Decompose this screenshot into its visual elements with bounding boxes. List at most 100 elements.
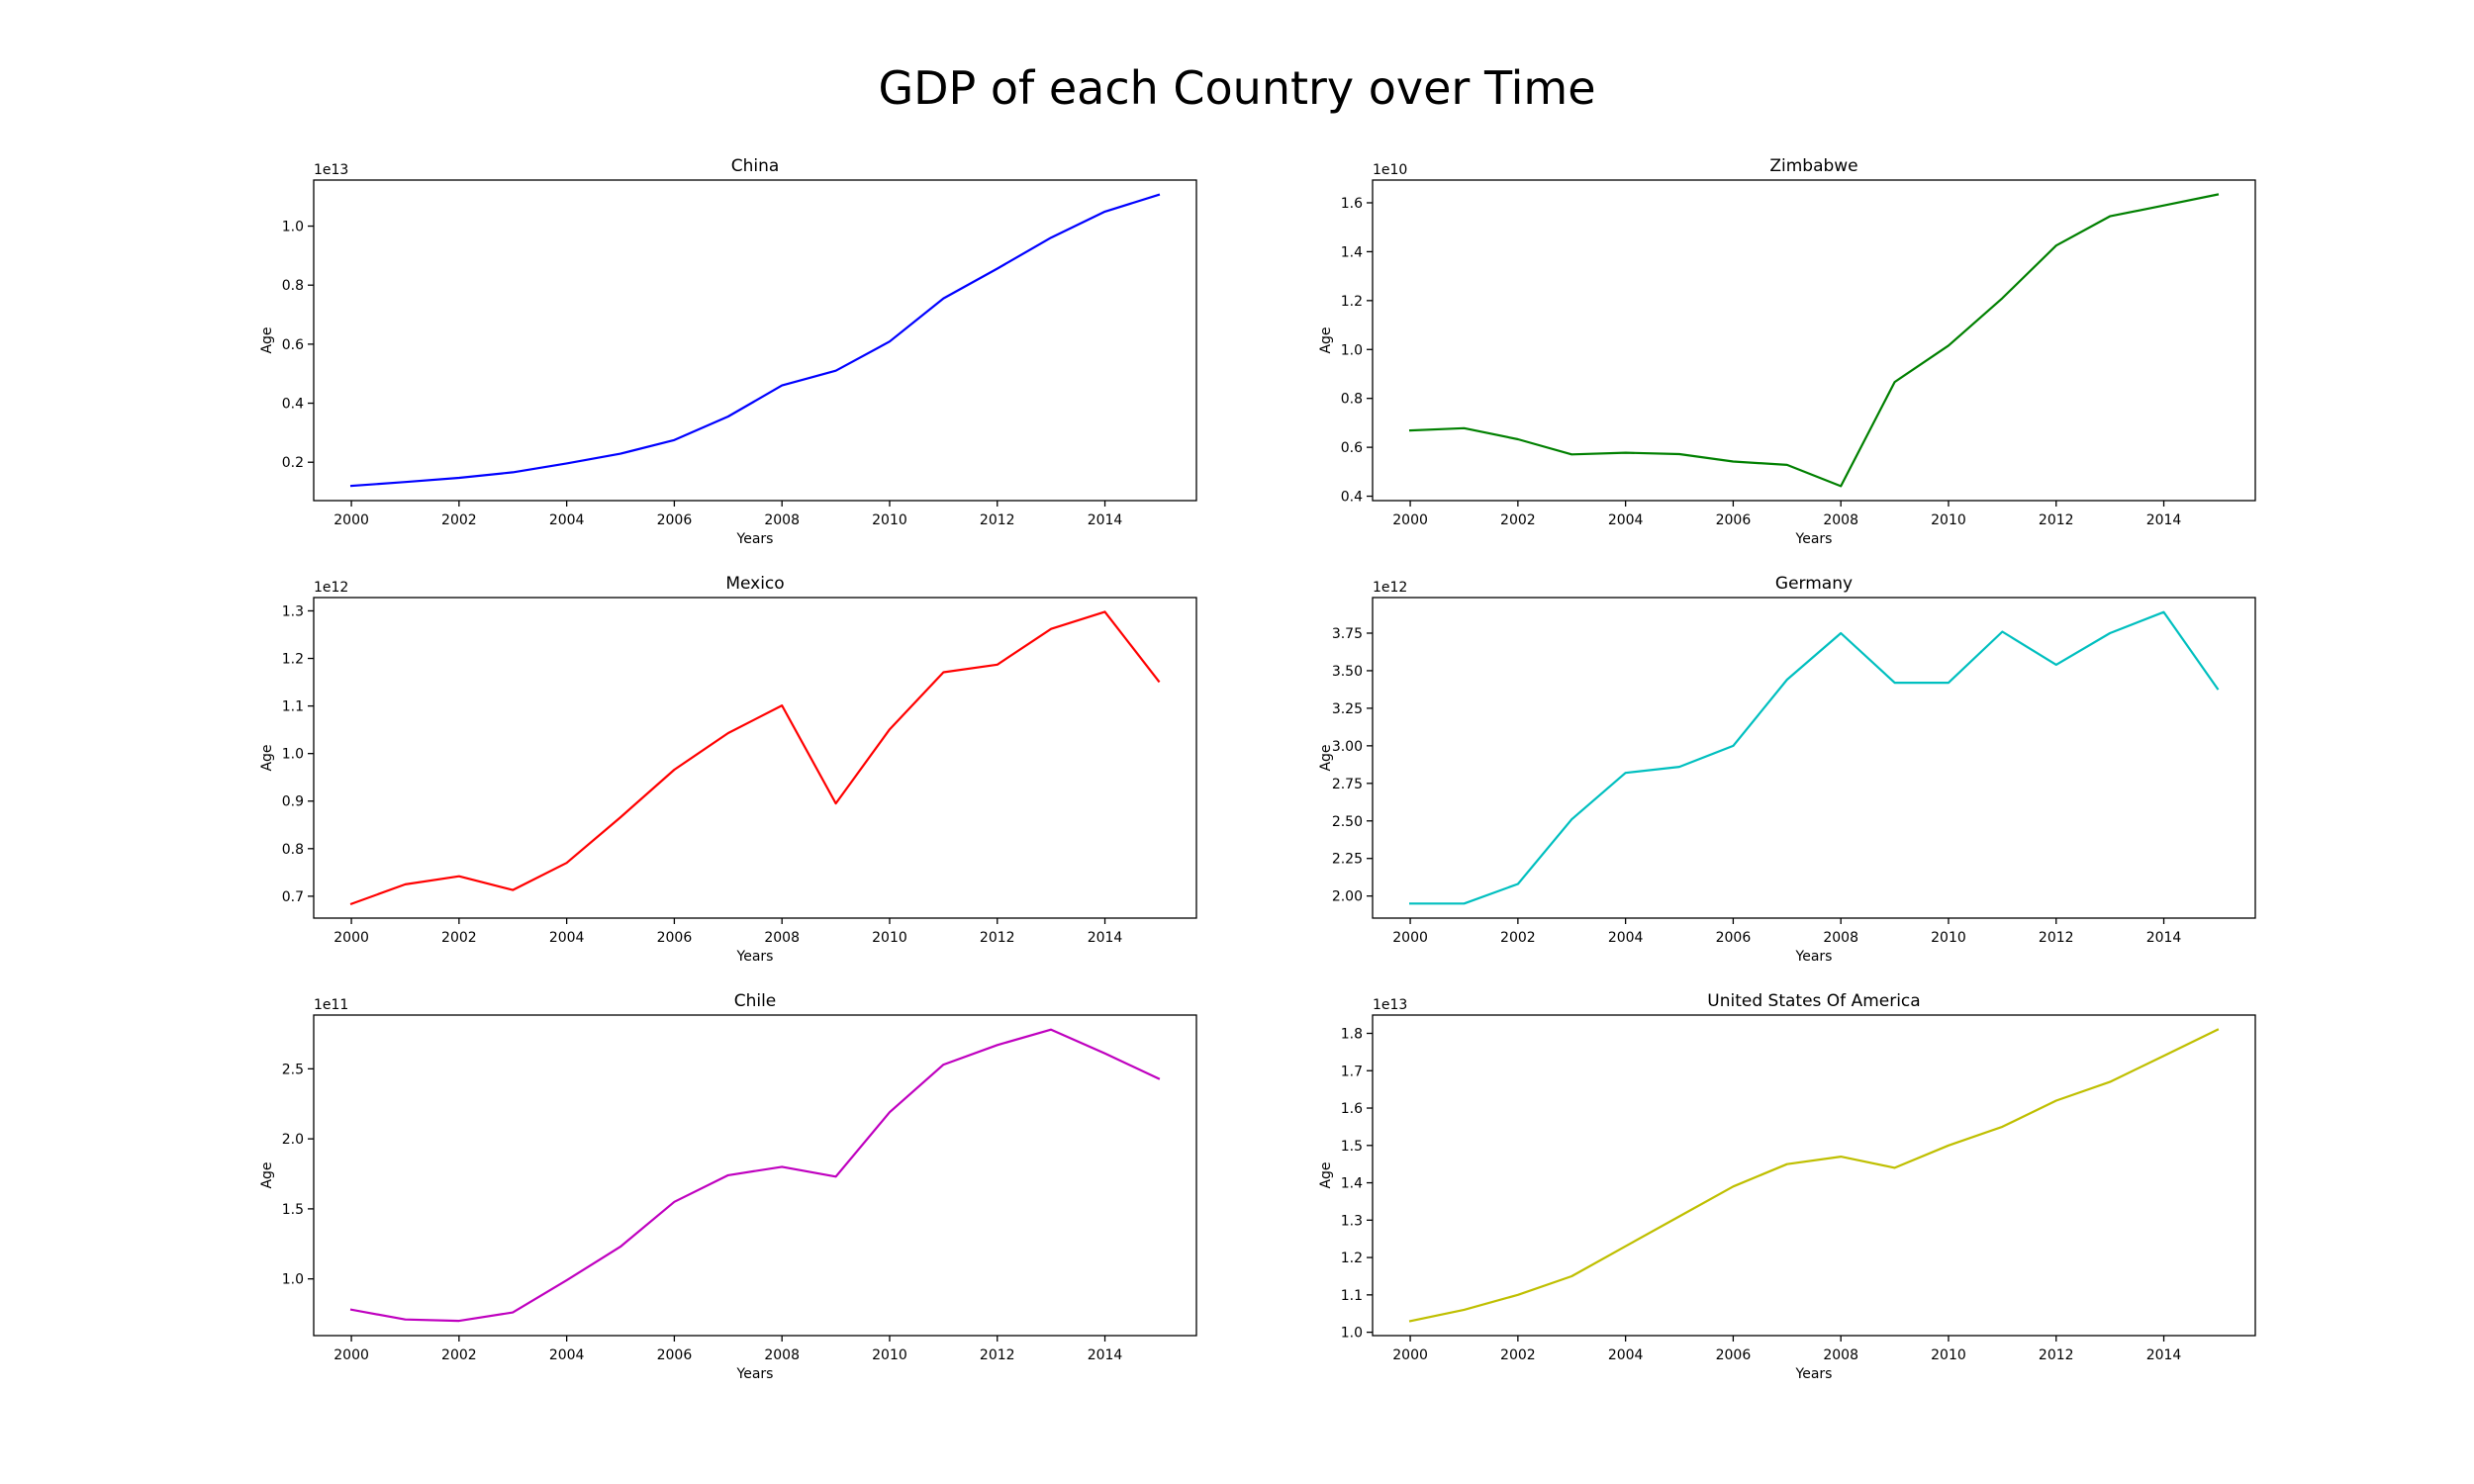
x-tick-label: 2014: [2146, 1347, 2182, 1363]
x-tick-label: 2008: [764, 930, 800, 946]
x-tick-label: 2006: [657, 930, 693, 946]
y-tick-label: 3.00: [1332, 739, 1363, 755]
y-tick-label: 0.9: [282, 794, 304, 810]
y-tick-label: 0.8: [282, 842, 304, 858]
subplot-title: Mexico: [725, 574, 784, 594]
x-tick-label: 2010: [872, 1347, 907, 1363]
y-tick-label: 1.2: [282, 652, 304, 668]
x-tick-label: 2012: [980, 930, 1015, 946]
x-tick-label: 2008: [1823, 930, 1858, 946]
x-tick-label: 2008: [1823, 512, 1858, 528]
y-offset-label: 1e12: [314, 580, 348, 596]
y-offset-label: 1e13: [1373, 997, 1407, 1013]
y-tick-label: 2.25: [1332, 852, 1363, 868]
axes-frame: [313, 179, 1197, 502]
x-tick-label: 2004: [549, 1347, 585, 1363]
y-tick-label: 1.0: [282, 747, 304, 763]
x-tick-label: 2002: [1500, 512, 1536, 528]
figure-title: GDP of each Country over Time: [878, 61, 1596, 115]
x-tick-label: 2012: [980, 512, 1015, 528]
y-tick-label: 0.8: [1341, 392, 1363, 408]
y-axis-label: Age: [259, 744, 275, 771]
x-tick-label: 2012: [2039, 1347, 2074, 1363]
axes-frame: [1372, 597, 2256, 919]
x-axis-label: Years: [736, 949, 774, 965]
x-tick-label: 2012: [980, 1347, 1015, 1363]
x-tick-label: 2010: [872, 930, 907, 946]
x-tick-label: 2006: [657, 512, 693, 528]
y-tick-label: 2.0: [282, 1132, 304, 1148]
x-tick-label: 2000: [333, 512, 369, 528]
x-tick-label: 2012: [2039, 930, 2074, 946]
x-tick-label: 2010: [1931, 930, 1966, 946]
x-axis-label: Years: [736, 1366, 774, 1382]
series-line: [349, 1028, 1161, 1323]
x-tick-label: 2006: [1716, 1347, 1752, 1363]
subplot-title: China: [731, 156, 780, 176]
x-tick-label: 2000: [333, 1347, 369, 1363]
x-tick-label: 2004: [1608, 512, 1644, 528]
x-axis-label: Years: [736, 531, 774, 547]
y-tick-label: 0.6: [1341, 440, 1363, 456]
y-tick-label: 1.8: [1341, 1027, 1363, 1043]
x-tick-label: 2004: [549, 512, 585, 528]
y-tick-label: 2.75: [1332, 777, 1363, 792]
y-offset-label: 1e12: [1373, 580, 1407, 596]
y-axis-label: Age: [259, 1161, 275, 1188]
x-tick-label: 2008: [1823, 1347, 1858, 1363]
subplot-title: Germany: [1775, 574, 1853, 594]
x-axis-label: Years: [1795, 949, 1833, 965]
x-tick-label: 2002: [441, 930, 477, 946]
x-tick-label: 2002: [1500, 1347, 1536, 1363]
x-tick-label: 2014: [1088, 1347, 1123, 1363]
y-tick-label: 2.00: [1332, 889, 1363, 905]
y-tick-label: 1.3: [1341, 1213, 1363, 1229]
y-tick-label: 0.4: [282, 397, 304, 413]
y-tick-label: 1.5: [1341, 1139, 1363, 1155]
y-tick-label: 0.4: [1341, 490, 1363, 506]
x-tick-label: 2008: [764, 512, 800, 528]
y-axis-label: Age: [1318, 1161, 1334, 1188]
y-axis-label: Age: [1318, 744, 1334, 771]
y-offset-label: 1e13: [314, 162, 348, 178]
subplot-zimbabwe: 2000 2002 2004 2006 2008 2010 2012 2014 0.4 0.6 0.…: [1318, 156, 2256, 547]
y-axis-label: Age: [259, 326, 275, 353]
x-tick-label: 2000: [333, 930, 369, 946]
series-line: [1408, 193, 2220, 488]
y-tick-label: 1.0: [282, 1272, 304, 1288]
x-tick-label: 2010: [872, 512, 907, 528]
x-tick-label: 2002: [1500, 930, 1536, 946]
x-tick-label: 2006: [657, 1347, 693, 1363]
y-tick-label: 1.0: [1341, 342, 1363, 358]
y-tick-label: 1.4: [1341, 1176, 1363, 1192]
subplot-united-states-of-america: 2000 2002 2004 2006 2008 2010 2012 2014 1.0 1.1 1.…: [1318, 991, 2256, 1382]
y-offset-label: 1e10: [1373, 162, 1407, 178]
subplot-chile: 2000 2002 2004 2006 2008 2010 2012 2014 1.0 1.5 2.…: [259, 991, 1197, 1382]
x-tick-label: 2002: [441, 1347, 477, 1363]
x-tick-label: 2006: [1716, 930, 1752, 946]
y-tick-label: 1.6: [1341, 196, 1363, 212]
y-tick-label: 0.7: [282, 889, 304, 905]
y-tick-label: 1.6: [1341, 1101, 1363, 1117]
axes-frame: [1372, 1014, 2256, 1337]
y-tick-label: 1.7: [1341, 1064, 1363, 1079]
y-tick-label: 1.3: [282, 603, 304, 619]
x-tick-label: 2014: [2146, 512, 2182, 528]
y-offset-label: 1e11: [314, 997, 348, 1013]
x-axis-label: Years: [1795, 531, 1833, 547]
x-tick-label: 2004: [1608, 930, 1644, 946]
y-tick-label: 1.1: [1341, 1288, 1363, 1304]
subplot-china: 2000 2002 2004 2006 2008 2010 2012 2014 0.2 0.4 0.…: [259, 156, 1197, 547]
x-tick-label: 2012: [2039, 512, 2074, 528]
x-tick-label: 2008: [764, 1347, 800, 1363]
y-tick-label: 1.5: [282, 1202, 304, 1218]
x-tick-label: 2010: [1931, 1347, 1966, 1363]
y-tick-label: 1.1: [282, 699, 304, 715]
series-line: [349, 610, 1161, 906]
y-tick-label: 1.0: [1341, 1326, 1363, 1342]
y-tick-label: 2.50: [1332, 814, 1363, 830]
y-tick-label: 1.2: [1341, 1251, 1363, 1266]
y-tick-label: 0.2: [282, 455, 304, 471]
y-tick-label: 0.6: [282, 337, 304, 353]
x-axis-label: Years: [1795, 1366, 1833, 1382]
